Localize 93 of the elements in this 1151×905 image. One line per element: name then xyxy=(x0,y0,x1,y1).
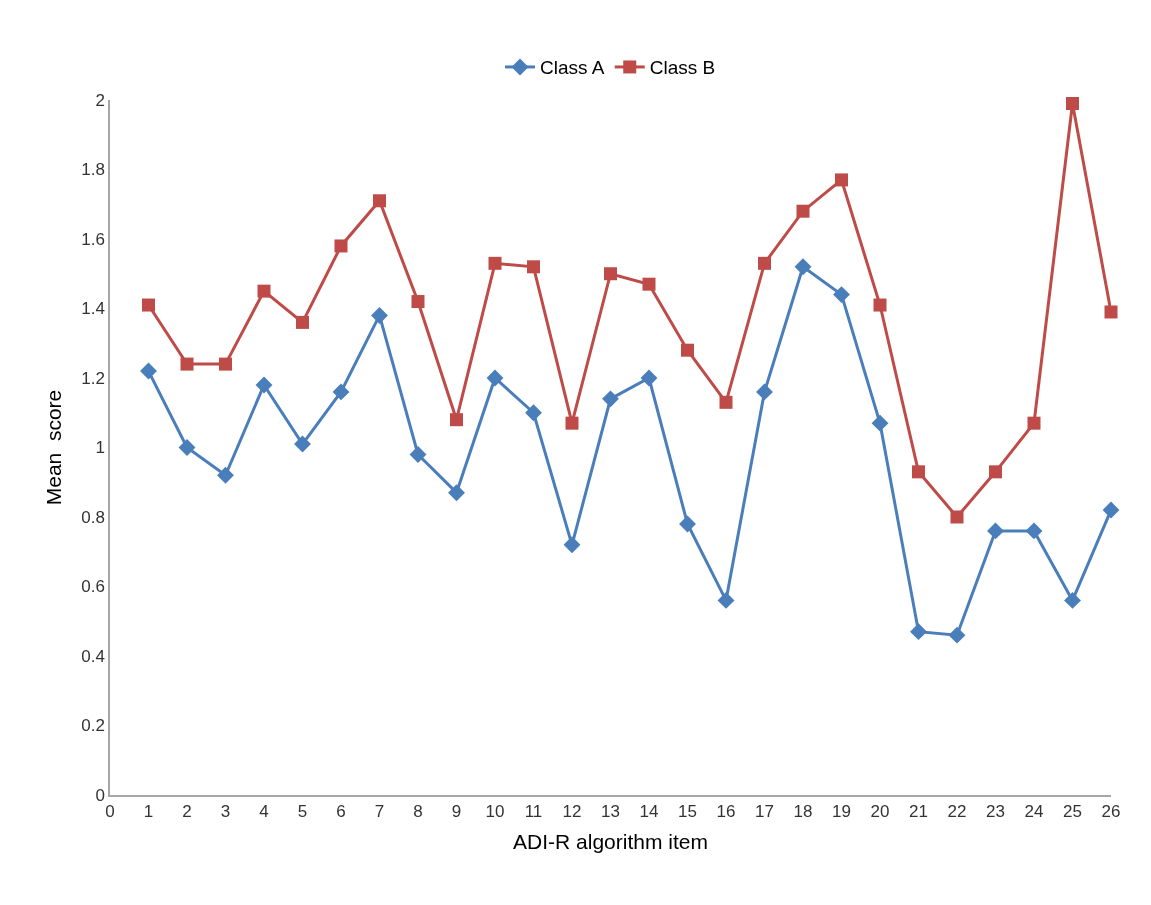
point xyxy=(257,284,271,298)
point xyxy=(912,465,925,479)
y-tick-label: 1.2 xyxy=(81,368,105,388)
x-tick-label: 13 xyxy=(601,802,620,822)
point xyxy=(910,623,927,641)
point xyxy=(796,204,810,218)
x-tick-label: 9 xyxy=(451,802,462,822)
point xyxy=(411,295,425,309)
x-tick-label: 12 xyxy=(562,802,582,822)
point xyxy=(373,194,386,208)
point xyxy=(873,298,887,312)
legend-label: Class B xyxy=(649,57,716,79)
point xyxy=(565,416,579,430)
point xyxy=(217,466,234,484)
x-tick-label: 10 xyxy=(485,802,505,822)
point xyxy=(1104,305,1118,319)
point xyxy=(334,239,348,253)
legend-label: Class A xyxy=(540,57,605,79)
point xyxy=(719,395,733,409)
point xyxy=(142,298,155,312)
point xyxy=(1066,96,1079,110)
point xyxy=(255,376,273,394)
x-tick-label: 14 xyxy=(639,802,659,822)
y-axis-title: Mean score xyxy=(41,389,65,506)
point xyxy=(756,383,773,401)
x-tick-label: 21 xyxy=(909,802,928,822)
point xyxy=(950,510,964,524)
x-tick-label: 6 xyxy=(336,802,346,822)
y-tick-label: 1 xyxy=(95,438,105,458)
point xyxy=(835,173,848,187)
point xyxy=(296,315,309,329)
point xyxy=(681,343,694,357)
point xyxy=(604,267,617,281)
point xyxy=(679,515,696,533)
point xyxy=(758,256,771,270)
point xyxy=(527,260,540,274)
y-tick-label: 0.4 xyxy=(81,646,105,666)
x-tick-label: 8 xyxy=(413,802,423,822)
point xyxy=(717,591,735,609)
y-tick-label: 1.6 xyxy=(81,229,105,249)
point xyxy=(989,465,1002,479)
point xyxy=(1025,522,1043,540)
y-tick-label: 0.8 xyxy=(81,507,105,527)
x-tick-label: 22 xyxy=(947,802,967,822)
x-tick-label: 3 xyxy=(220,802,231,822)
point xyxy=(563,536,581,554)
point xyxy=(371,307,388,324)
x-tick-label: 11 xyxy=(524,802,543,822)
x-tick-label: 18 xyxy=(793,802,813,822)
x-tick-label: 15 xyxy=(678,802,697,822)
point xyxy=(987,522,1004,540)
point xyxy=(448,484,465,502)
point xyxy=(1102,501,1120,519)
x-tick-label: 4 xyxy=(259,802,269,822)
y-tick-label: 1.4 xyxy=(81,299,105,319)
point xyxy=(332,383,350,401)
x-tick-label: 16 xyxy=(716,802,736,822)
x-tick-label: 7 xyxy=(374,802,385,822)
x-tick-label: 26 xyxy=(1101,802,1121,822)
x-axis-title: ADI-R algorithm item xyxy=(513,829,708,853)
point xyxy=(794,258,812,276)
point xyxy=(140,362,157,380)
point xyxy=(178,439,196,456)
point xyxy=(642,277,656,291)
y-tick-label: 0.6 xyxy=(81,577,105,597)
y-tick-label: 0 xyxy=(95,785,105,805)
point xyxy=(488,256,502,270)
point xyxy=(833,286,850,304)
point xyxy=(180,357,194,371)
y-tick-label: 0.2 xyxy=(81,716,105,736)
x-tick-label: 5 xyxy=(297,802,308,822)
point xyxy=(1027,416,1041,430)
y-tick-label: 1.8 xyxy=(81,160,105,180)
point xyxy=(640,369,658,387)
point xyxy=(294,435,311,453)
x-tick-label: 23 xyxy=(986,802,1005,822)
point xyxy=(486,369,504,387)
x-tick-label: 1 xyxy=(143,802,154,822)
x-tick-label: 2 xyxy=(182,802,192,822)
x-tick-label: 17 xyxy=(755,802,774,822)
point xyxy=(602,390,619,408)
point xyxy=(219,357,232,371)
y-tick-label: 2 xyxy=(95,90,105,110)
point xyxy=(1064,591,1081,609)
point xyxy=(871,414,889,432)
x-tick-label: 20 xyxy=(870,802,890,822)
point xyxy=(525,404,542,422)
point xyxy=(450,413,463,427)
x-tick-label: 24 xyxy=(1024,802,1044,822)
x-tick-label: 25 xyxy=(1063,802,1082,822)
point xyxy=(409,446,427,463)
x-tick-label: 19 xyxy=(832,802,851,822)
point xyxy=(948,626,966,644)
